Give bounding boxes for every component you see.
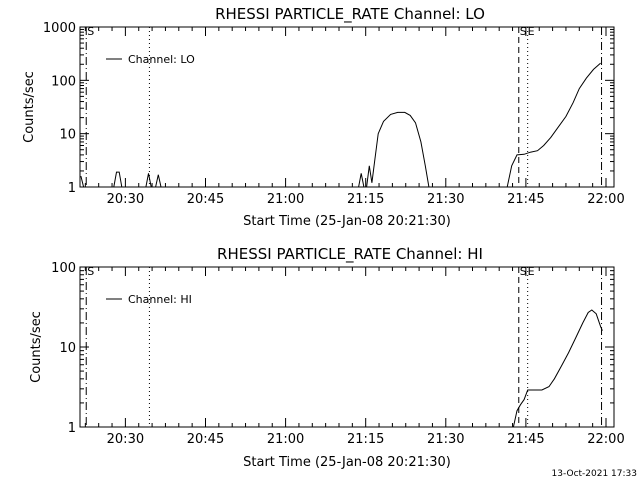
plot-area-hi: 20:30 20:45 21:00 21:15 21:30 21:45 22:00 1 10 10… <box>51 261 625 447</box>
event-label-hi: S <box>87 265 94 278</box>
y-axis-label-hi: Counts/sec <box>29 311 44 383</box>
x-tick-label-hi: 21:00 <box>267 432 304 447</box>
chart-title-lo: RHESSI PARTICLE_RATE Channel: LO <box>215 5 485 24</box>
x-tick-label-hi: 21:15 <box>347 432 384 447</box>
chart-title-hi: RHESSI PARTICLE_RATE Channel: HI <box>217 245 483 264</box>
event-label-lo: S <box>87 25 94 38</box>
x-tick-label-lo: 20:30 <box>107 192 144 207</box>
plot-area-lo: 20:30 20:45 21:00 21:15 21:30 21:45 22:00 1 10 10… <box>43 21 625 207</box>
x-tick-label-lo: 21:30 <box>427 192 464 207</box>
y-tick-label-lo: 1000 <box>43 21 76 36</box>
event-label-hi: S <box>520 265 527 278</box>
x-axis-label-hi: Start Time (25-Jan-08 20:21:30) <box>243 455 451 470</box>
footer-timestamp: 13-Oct-2021 17:33 <box>552 469 637 479</box>
x-tick-label-hi: 20:30 <box>107 432 144 447</box>
y-tick-label-lo: 1 <box>68 181 76 196</box>
chart-panel-lo: RHESSI PARTICLE_RATE Channel: LO Counts/… <box>22 5 625 229</box>
event-label-lo: S <box>520 25 527 38</box>
y-tick-label-hi: 10 <box>59 341 76 356</box>
plot-frame-lo <box>79 26 615 188</box>
x-tick-label-lo: 20:45 <box>187 192 224 207</box>
x-tick-label-hi: 21:30 <box>427 432 464 447</box>
plot-frame-hi <box>79 266 615 428</box>
y-tick-label-hi: 1 <box>68 421 76 436</box>
y-tick-label-lo: 100 <box>51 74 76 89</box>
x-tick-label-lo: 21:00 <box>267 192 304 207</box>
series-line-lo <box>80 62 601 188</box>
y-axis-label-lo: Counts/sec <box>22 71 37 143</box>
x-tick-label-lo: 21:45 <box>507 192 544 207</box>
x-axis-label-lo: Start Time (25-Jan-08 20:21:30) <box>243 214 451 229</box>
y-tick-label-hi: 100 <box>51 261 76 276</box>
x-tick-label-lo: 22:00 <box>587 192 624 207</box>
x-tick-label-hi: 20:45 <box>187 432 224 447</box>
legend-label-hi: Channel: HI <box>128 293 192 306</box>
event-label-hi: E <box>528 265 535 278</box>
chart-panel-hi: RHESSI PARTICLE_RATE Channel: HI Counts/… <box>29 245 625 470</box>
series-line-hi <box>512 309 603 428</box>
event-label-lo: E <box>528 25 535 38</box>
legend-label-lo: Channel: LO <box>128 53 195 66</box>
y-tick-label-lo: 10 <box>59 128 76 143</box>
x-tick-label-hi: 22:00 <box>587 432 624 447</box>
x-tick-label-lo: 21:15 <box>347 192 384 207</box>
x-tick-label-hi: 21:45 <box>507 432 544 447</box>
